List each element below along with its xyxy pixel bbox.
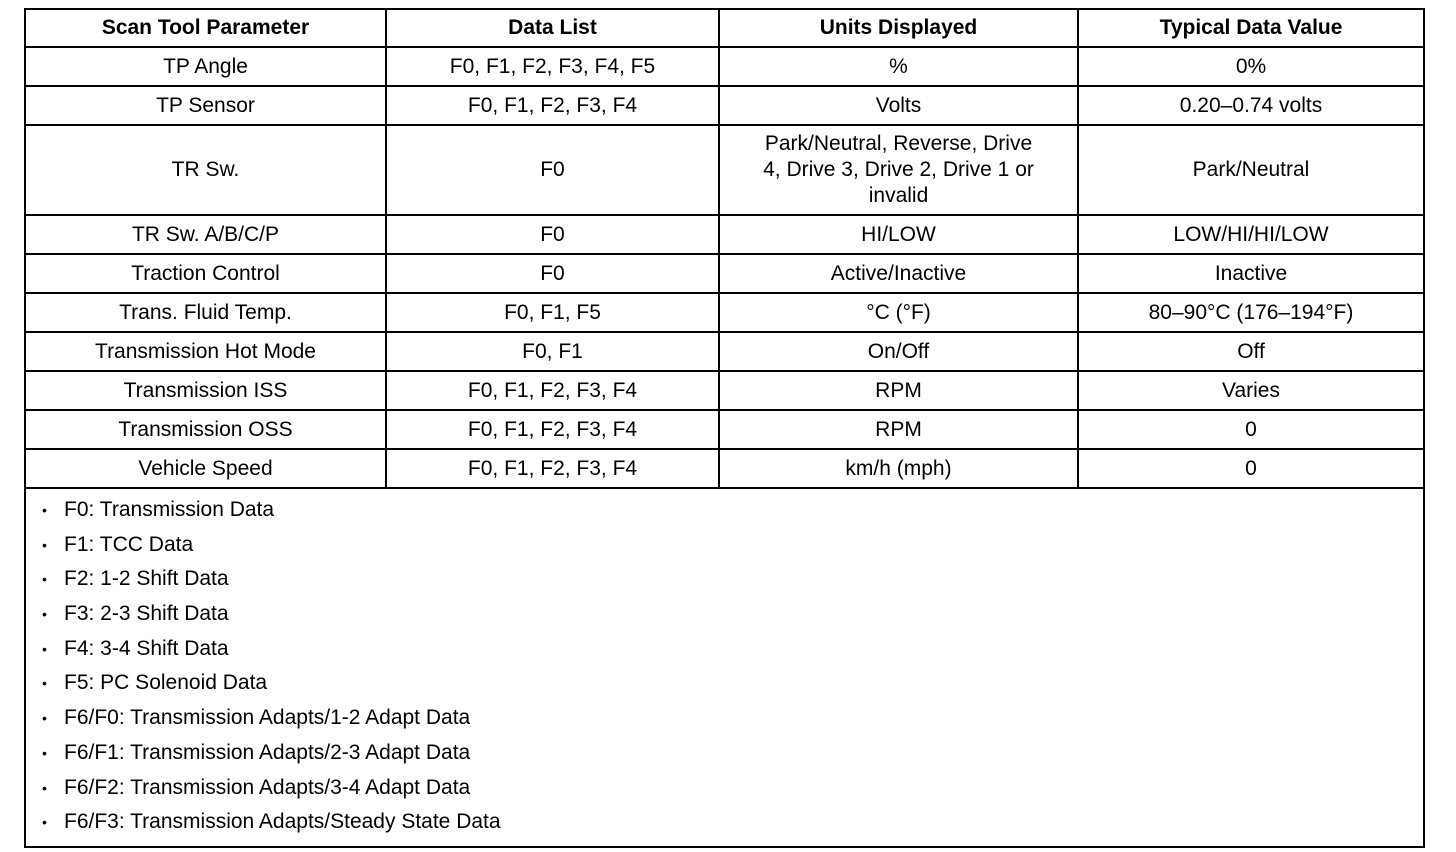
data-list-cell: F0 <box>385 253 720 294</box>
note-text: F6/F2: Transmission Adapts/3-4 Adapt Dat… <box>64 775 471 799</box>
units-cell: On/Off <box>718 331 1079 372</box>
data-list-cell: F0, F1, F2, F3, F4 <box>385 409 720 450</box>
bullet-icon: • <box>42 779 47 796</box>
header-data-list: Data List <box>385 8 720 48</box>
parameter-cell: Transmission OSS <box>24 409 387 450</box>
note-item: • F6/F2: Transmission Adapts/3-4 Adapt Da… <box>42 771 1423 806</box>
data-list-cell: F0 <box>385 214 720 255</box>
units-cell: HI/LOW <box>718 214 1079 255</box>
typical-value-cell: Varies <box>1077 370 1425 411</box>
table-row: TR Sw. F0 Park/Neutral, Reverse, Drive 4, … <box>24 124 1425 216</box>
data-list-cell: F0, F1, F5 <box>385 292 720 333</box>
bullet-icon: • <box>42 710 47 727</box>
table-row: TP Angle F0, F1, F2, F3, F4, F5% 0% <box>24 46 1425 87</box>
note-text: F5: PC Solenoid Data <box>64 671 268 695</box>
units-cell: RPM <box>718 370 1079 411</box>
note-item: • F5: PC Solenoid Data <box>42 666 1423 701</box>
note-item: • F6/F0: Transmission Adapts/1-2 Adapt Da… <box>42 701 1423 736</box>
parameter-cell: TR Sw. A/B/C/P <box>24 214 387 255</box>
note-item: • F4: 3-4 Shift Data <box>42 632 1423 667</box>
note-item: • F2: 1-2 Shift Data <box>42 562 1423 597</box>
units-cell: Park/Neutral, Reverse, Drive 4, Drive 3,… <box>718 124 1079 216</box>
note-text: F1: TCC Data <box>64 532 194 556</box>
note-text: F6/F1: Transmission Adapts/2-3 Adapt Dat… <box>64 740 471 764</box>
table-row: Trans. Fluid Temp. F0, F1, F5 °C (°F) 80–90… <box>24 292 1425 333</box>
data-list-cell: F0 <box>385 124 720 216</box>
header-parameter: Scan Tool Parameter <box>24 8 387 48</box>
typical-value-cell: Inactive <box>1077 253 1425 294</box>
bullet-icon: • <box>42 814 47 831</box>
typical-value-cell: Park/Neutral <box>1077 124 1425 216</box>
note-item: • F6/F3: Transmission Adapts/Steady State… <box>42 805 1423 840</box>
parameter-cell: Transmission ISS <box>24 370 387 411</box>
table-row: Transmission OSS F0, F1, F2, F3, F4 RPM 0 <box>24 409 1425 450</box>
data-list-cell: F0, F1, F2, F3, F4 <box>385 85 720 126</box>
header-row: Scan Tool Parameter Data List Units Disp… <box>24 8 1425 48</box>
notes-list: • F0: Transmission Data • F1: TCC Data • F2: … <box>24 487 1425 848</box>
bullet-icon: • <box>42 571 47 588</box>
parameter-cell: Vehicle Speed <box>24 448 387 489</box>
typical-value-cell: Off <box>1077 331 1425 372</box>
parameter-cell: TP Sensor <box>24 85 387 126</box>
header-units: Units Displayed <box>718 8 1079 48</box>
parameter-cell: Trans. Fluid Temp. <box>24 292 387 333</box>
data-list-cell: F0, F1 <box>385 331 720 372</box>
data-list-cell: F0, F1, F2, F3, F4 <box>385 448 720 489</box>
note-item: • F3: 2-3 Shift Data <box>42 597 1423 632</box>
notes-row: • F0: Transmission Data • F1: TCC Data • F2: … <box>24 487 1425 848</box>
typical-value-cell: 0.20–0.74 volts <box>1077 85 1425 126</box>
table-row: TR Sw. A/B/C/P F0 HI/LOW LOW/HI/HI/LOW <box>24 214 1425 255</box>
bullet-icon: • <box>42 744 47 761</box>
units-cell: Volts <box>718 85 1079 126</box>
typical-value-cell: 80–90°C (176–194°F) <box>1077 292 1425 333</box>
data-list-cell: F0, F1, F2, F3, F4, F5 <box>385 46 720 87</box>
bullet-icon: • <box>42 606 47 623</box>
bullet-icon: • <box>42 675 47 692</box>
parameter-cell: Traction Control <box>24 253 387 294</box>
units-cell: % <box>718 46 1079 87</box>
units-cell: RPM <box>718 409 1079 450</box>
parameter-cell: TP Angle <box>24 46 387 87</box>
typical-value-cell: 0 <box>1077 448 1425 489</box>
table-row: Transmission ISS F0, F1, F2, F3, F4 RPM Var… <box>24 370 1425 411</box>
units-cell: °C (°F) <box>718 292 1079 333</box>
note-item: • F0: Transmission Data <box>42 493 1423 528</box>
data-list-cell: F0, F1, F2, F3, F4 <box>385 370 720 411</box>
table-row: Vehicle Speed F0, F1, F2, F3, F4 km/h (mph… <box>24 448 1425 489</box>
bullet-icon: • <box>42 536 47 553</box>
note-item: • F6/F1: Transmission Adapts/2-3 Adapt Da… <box>42 736 1423 771</box>
bullet-icon: • <box>42 502 47 518</box>
typical-value-cell: LOW/HI/HI/LOW <box>1077 214 1425 255</box>
note-text: F2: 1-2 Shift Data <box>64 567 229 591</box>
header-typical-value: Typical Data Value <box>1077 8 1425 48</box>
units-cell: Active/Inactive <box>718 253 1079 294</box>
note-text: F0: Transmission Data <box>64 498 275 521</box>
parameter-cell: Transmission Hot Mode <box>24 331 387 372</box>
note-item: • F1: TCC Data <box>42 528 1423 563</box>
parameter-cell: TR Sw. <box>24 124 387 216</box>
typical-value-cell: 0 <box>1077 409 1425 450</box>
table-row: TP Sensor F0, F1, F2, F3, F4 Volts 0.20–0.7… <box>24 85 1425 126</box>
scan-tool-data-table: Scan Tool Parameter Data List Units Disp… <box>24 8 1425 848</box>
note-text: F4: 3-4 Shift Data <box>64 636 229 660</box>
typical-value-cell: 0% <box>1077 46 1425 87</box>
table-row: Transmission Hot Mode F0, F1 On/Off Off <box>24 331 1425 372</box>
note-text: F6/F0: Transmission Adapts/1-2 Adapt Dat… <box>64 706 471 730</box>
table-row: Traction Control F0 Active/Inactive Inactiv… <box>24 253 1425 294</box>
note-text: F6/F3: Transmission Adapts/Steady State … <box>64 810 501 834</box>
units-cell: km/h (mph) <box>718 448 1079 489</box>
note-text: F3: 2-3 Shift Data <box>64 602 229 626</box>
bullet-icon: • <box>42 640 47 657</box>
